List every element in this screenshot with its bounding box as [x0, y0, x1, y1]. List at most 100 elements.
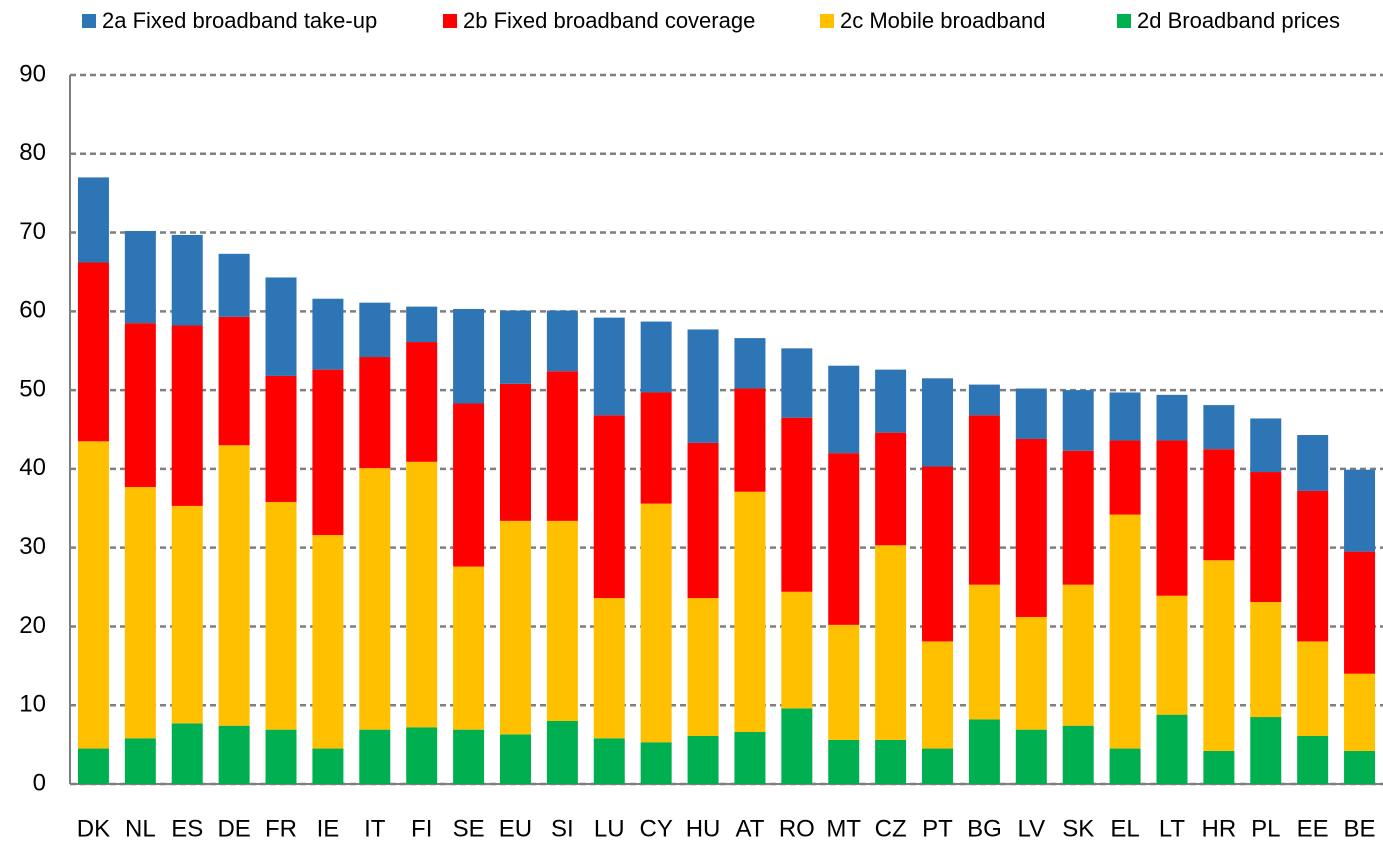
- bar-segment: [77, 177, 109, 263]
- bar-segment: [546, 520, 578, 721]
- bar-segment: [77, 748, 109, 784]
- x-tick-label: HR: [1202, 815, 1237, 842]
- legend-swatch: [443, 14, 457, 28]
- bar-segment: [1015, 616, 1047, 730]
- bar-segment: [922, 641, 954, 749]
- bar-segment: [1062, 390, 1094, 451]
- y-tick-label: 50: [19, 375, 46, 402]
- bar-segment: [359, 468, 391, 730]
- bar-segment: [640, 392, 672, 504]
- bar-segment: [593, 317, 625, 416]
- bar-segment: [1344, 750, 1376, 784]
- bar-segment: [875, 545, 907, 740]
- legend-label: 2a Fixed broadband take-up: [102, 8, 377, 33]
- x-tick-label: PL: [1251, 815, 1280, 842]
- bar-segment: [1297, 435, 1329, 491]
- x-tick-label: SE: [453, 815, 485, 842]
- x-tick-label: EU: [499, 815, 532, 842]
- bar-segment: [499, 310, 531, 384]
- x-tick-label: CZ: [875, 815, 907, 842]
- bar-segment: [640, 321, 672, 393]
- bar-segment: [218, 725, 250, 784]
- y-tick-label: 40: [19, 454, 46, 481]
- bar-segment: [312, 748, 344, 784]
- bar-segment: [312, 535, 344, 749]
- x-tick-label: BG: [967, 815, 1002, 842]
- x-tick-label: LU: [594, 815, 625, 842]
- bar-segment: [171, 505, 203, 724]
- bar-segment: [499, 734, 531, 784]
- bar-segment: [828, 453, 860, 625]
- bar-segment: [218, 316, 250, 446]
- bar-segment: [359, 357, 391, 469]
- bar-segment: [593, 415, 625, 599]
- x-tick-label: LV: [1018, 815, 1046, 842]
- bar-segment: [499, 383, 531, 521]
- bar-segment: [1250, 602, 1282, 718]
- bar-segment: [687, 442, 719, 599]
- bar-segment: [77, 262, 109, 442]
- bar-segment: [1203, 750, 1235, 784]
- bar-segment: [687, 329, 719, 443]
- bar-segment: [124, 323, 156, 488]
- bar-segment: [734, 338, 766, 389]
- bar-segment: [1203, 449, 1235, 561]
- bar-segment: [1156, 394, 1188, 441]
- bar-segment: [124, 738, 156, 784]
- bar-segment: [453, 308, 485, 404]
- x-tick-label: SK: [1062, 815, 1094, 842]
- bar-segment: [875, 369, 907, 433]
- bar-segment: [265, 501, 297, 730]
- x-tick-label: CY: [639, 815, 672, 842]
- x-tick-label: DK: [77, 815, 110, 842]
- x-tick-label: HU: [686, 815, 721, 842]
- x-tick-label: BE: [1344, 815, 1376, 842]
- bar-segment: [640, 503, 672, 743]
- bar-segment: [828, 624, 860, 740]
- bar-segment: [1250, 418, 1282, 473]
- bar-segment: [828, 365, 860, 454]
- legend-swatch: [820, 14, 834, 28]
- bar-segment: [77, 441, 109, 749]
- bar-segment: [1109, 748, 1141, 784]
- bar-segment: [593, 598, 625, 739]
- bar-segment: [124, 230, 156, 324]
- bar-segment: [171, 325, 203, 506]
- bar-segment: [406, 306, 438, 343]
- bar-segment: [687, 598, 719, 736]
- bar-segment: [406, 461, 438, 728]
- bar-segment: [453, 566, 485, 730]
- x-tick-label: LT: [1159, 815, 1186, 842]
- bar-segment: [1250, 717, 1282, 784]
- x-tick-label: PT: [922, 815, 953, 842]
- x-tick-label: EL: [1110, 815, 1139, 842]
- y-tick-label: 70: [19, 218, 46, 245]
- bar-segment: [218, 253, 250, 317]
- bar-segment: [968, 415, 1000, 585]
- bar-segment: [1297, 641, 1329, 736]
- bar-segment: [359, 302, 391, 358]
- bar-segment: [1062, 450, 1094, 585]
- x-tick-label: SI: [551, 815, 574, 842]
- y-tick-label: 0: [33, 769, 46, 796]
- x-tick-label: AT: [736, 815, 765, 842]
- bar-segment: [593, 738, 625, 784]
- bar-segment: [687, 735, 719, 784]
- bar-segment: [1344, 469, 1376, 552]
- legend-swatch: [82, 14, 96, 28]
- bar-segment: [875, 739, 907, 784]
- bar-segment: [312, 369, 344, 536]
- bar-segment: [1156, 595, 1188, 715]
- bar-segment: [1344, 673, 1376, 751]
- x-tick-label: NL: [125, 815, 156, 842]
- x-tick-label: ES: [171, 815, 203, 842]
- bar-segment: [546, 720, 578, 784]
- legend-label: 2d Broadband prices: [1137, 8, 1340, 33]
- bar-segment: [1109, 440, 1141, 515]
- bar-segment: [265, 375, 297, 502]
- bar-segment: [968, 584, 1000, 720]
- bar-segment: [1062, 584, 1094, 726]
- legend-label: 2c Mobile broadband: [840, 8, 1045, 33]
- x-tick-label: EE: [1297, 815, 1329, 842]
